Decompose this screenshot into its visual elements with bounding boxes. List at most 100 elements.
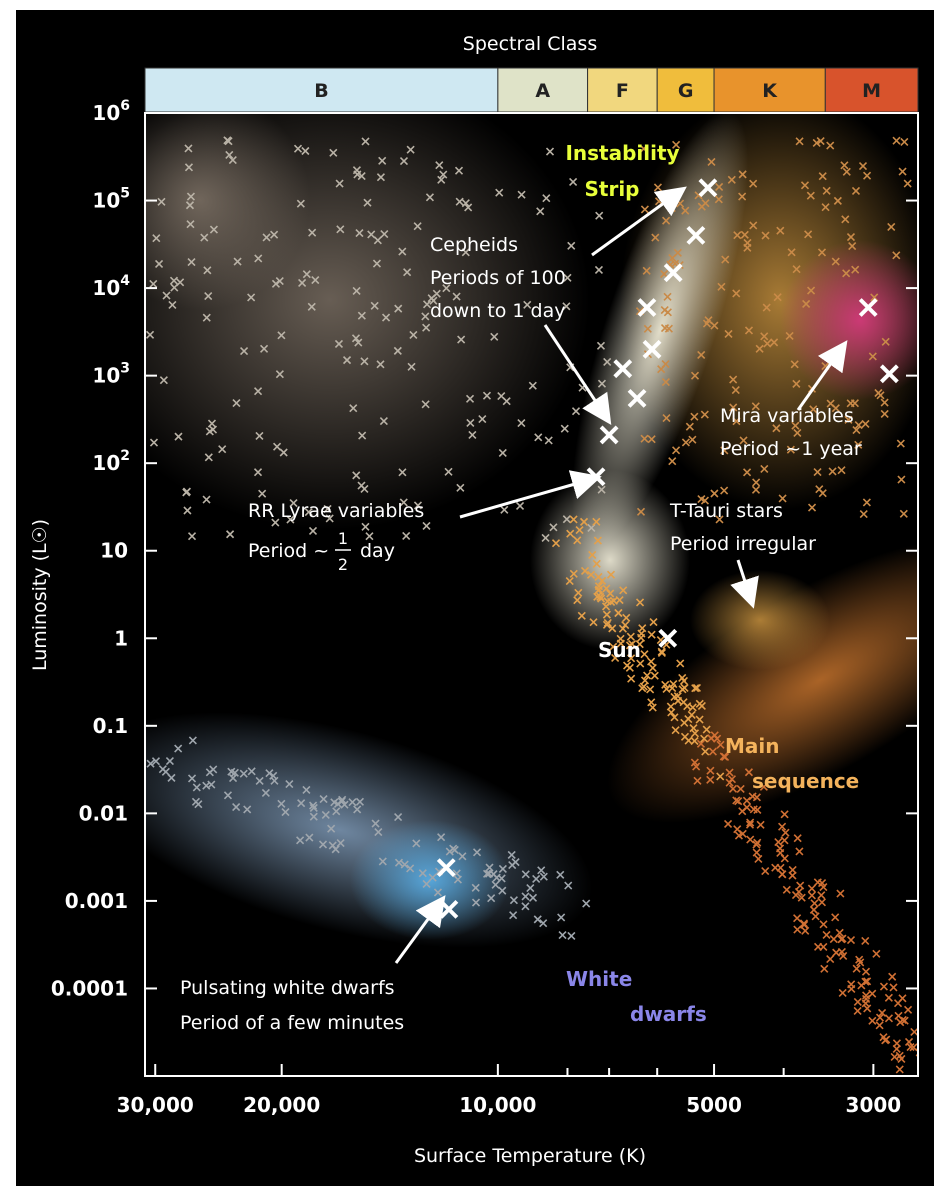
background-star xyxy=(437,833,446,842)
background-star xyxy=(145,330,155,339)
background-star xyxy=(472,848,482,857)
background-star xyxy=(521,870,530,879)
background-star xyxy=(819,942,828,951)
background-star xyxy=(690,736,699,746)
background-star xyxy=(208,425,218,434)
cepheids-point xyxy=(642,339,662,359)
background-star xyxy=(255,776,264,785)
background-star xyxy=(224,137,233,146)
background-star xyxy=(442,284,451,293)
background-star xyxy=(850,399,859,408)
background-star xyxy=(672,140,681,149)
background-star xyxy=(707,734,716,743)
background-star xyxy=(685,422,694,431)
background-star xyxy=(732,289,741,298)
background-star xyxy=(539,872,548,881)
background-star xyxy=(692,683,702,692)
background-star xyxy=(174,432,183,441)
background-star xyxy=(801,926,810,935)
background-star xyxy=(209,765,218,774)
background-star xyxy=(523,300,532,309)
background-star xyxy=(466,418,475,427)
background-star xyxy=(700,410,709,419)
background-star xyxy=(884,1014,894,1023)
background-star xyxy=(733,231,742,240)
background-star xyxy=(889,983,898,992)
background-star xyxy=(781,828,790,837)
background-star xyxy=(515,501,525,510)
background-star xyxy=(774,837,783,847)
background-star xyxy=(826,141,835,150)
background-star xyxy=(697,494,706,504)
background-star xyxy=(218,445,227,454)
background-star xyxy=(855,955,864,964)
background-star xyxy=(360,357,369,366)
background-star xyxy=(666,702,675,711)
background-star xyxy=(394,304,403,313)
background-star xyxy=(638,684,647,693)
background-star xyxy=(881,337,890,346)
background-star xyxy=(792,379,801,388)
background-star xyxy=(754,854,763,864)
background-star xyxy=(618,624,627,633)
t-tauri-arrow xyxy=(730,559,759,609)
background-star xyxy=(608,624,617,633)
y-tick-label: 0.001 xyxy=(65,889,128,913)
background-star xyxy=(742,796,751,805)
background-star xyxy=(318,840,328,849)
background-star xyxy=(785,331,794,340)
background-star xyxy=(273,442,282,451)
background-star xyxy=(332,807,341,816)
rr-lyrae-period: Period ~ 1 2 day xyxy=(248,529,395,574)
mira-label: Mira variables Period ~1 year xyxy=(720,405,862,460)
background-star xyxy=(859,510,868,519)
background-star xyxy=(517,419,526,428)
background-star xyxy=(563,273,572,282)
background-star xyxy=(818,172,827,181)
background-star xyxy=(437,175,446,184)
background-star xyxy=(622,613,631,622)
background-star xyxy=(846,936,856,945)
background-star xyxy=(807,286,816,295)
background-star xyxy=(342,356,352,365)
background-star xyxy=(906,1079,913,1086)
background-star xyxy=(693,776,702,785)
background-star xyxy=(421,312,430,321)
background-star xyxy=(743,238,752,247)
background-star xyxy=(763,339,772,348)
background-star xyxy=(380,229,389,239)
background-star xyxy=(680,683,689,693)
background-star xyxy=(603,357,612,367)
background-star xyxy=(822,930,831,939)
background-star xyxy=(717,282,726,291)
background-star xyxy=(302,270,311,279)
background-star xyxy=(721,255,730,264)
y-tick-label: 103 xyxy=(92,361,130,388)
background-star xyxy=(841,215,850,224)
y-tick-label: 0.01 xyxy=(79,801,128,825)
background-star xyxy=(791,421,800,430)
background-star xyxy=(226,530,235,539)
background-star xyxy=(772,424,781,433)
background-star xyxy=(400,860,409,869)
background-star xyxy=(542,194,551,203)
background-star xyxy=(209,225,218,234)
background-star xyxy=(204,292,213,301)
background-star xyxy=(910,1027,918,1036)
background-star xyxy=(557,913,566,922)
background-star xyxy=(795,137,804,146)
background-star xyxy=(376,360,385,369)
background-star xyxy=(560,424,569,433)
background-star xyxy=(793,428,802,438)
background-star xyxy=(406,145,415,154)
background-star xyxy=(562,302,571,311)
background-star xyxy=(403,268,412,277)
background-star xyxy=(690,729,700,738)
background-star xyxy=(207,780,216,789)
background-star xyxy=(727,175,736,184)
x-tick-label: 30,000 xyxy=(117,1093,194,1117)
background-star xyxy=(146,759,155,768)
background-star xyxy=(755,344,764,353)
giant-glow-2 xyxy=(145,113,310,310)
background-star xyxy=(743,468,752,477)
